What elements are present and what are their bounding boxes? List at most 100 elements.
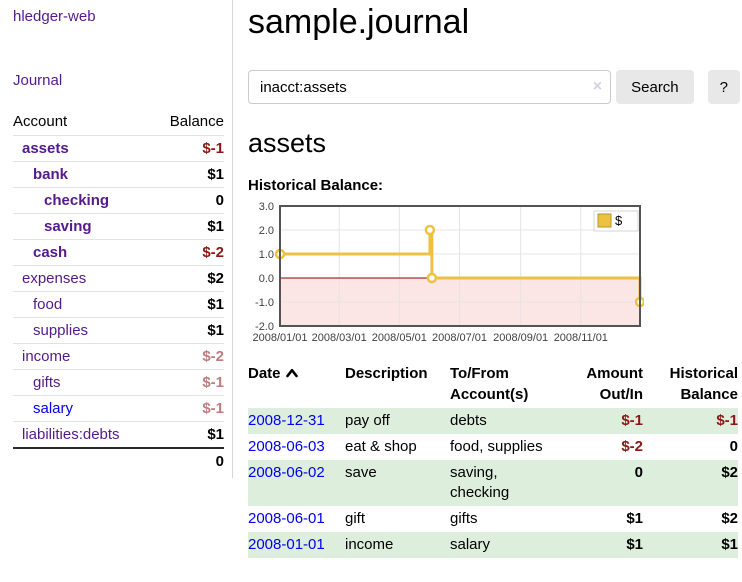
account-link-expenses[interactable]: expenses [22, 270, 87, 287]
transaction-description: gift [345, 510, 366, 527]
register-header-balance: Historical Balance [669, 365, 738, 403]
account-row: bank $1 [13, 161, 224, 188]
account-balance: $-1 [152, 369, 224, 396]
transaction-accounts: debts [450, 412, 487, 429]
register-table-body: 2008-12-31 pay off debts $-1 $-1 2008-06-03 ea… [248, 408, 738, 558]
account-row: assets $-1 [13, 135, 224, 162]
account-link-gifts[interactable]: gifts [33, 374, 61, 391]
account-balance: $1 [152, 161, 224, 188]
app-title-link[interactable]: hledger-web [13, 8, 96, 25]
account-link-food[interactable]: food [33, 296, 63, 313]
transaction-date-link[interactable]: 2008-06-01 [248, 510, 325, 527]
transaction-date-cell: 2008-06-03 [248, 434, 345, 460]
account-balance: $-1 [152, 395, 224, 422]
account-balance: $-2 [152, 239, 224, 266]
account-link-income[interactable]: income [22, 348, 71, 365]
search-bar: × Search ? [248, 70, 740, 104]
register-table: Date Description To/From Account(s) Amou… [248, 363, 738, 558]
account-row: cash $-2 [13, 239, 224, 266]
x-axis-tick-label: 2008/09/01 [493, 332, 548, 344]
account-link-cash[interactable]: cash [33, 244, 68, 261]
y-axis-tick-label: -2.0 [255, 321, 274, 333]
transaction-balance: $-1 [716, 412, 738, 429]
account-row: salary $-1 [13, 395, 224, 422]
transaction-date-link[interactable]: 2008-01-01 [248, 536, 325, 553]
clear-search-icon[interactable]: × [592, 78, 603, 95]
account-row: saving $1 [13, 213, 224, 240]
register-header-date[interactable]: Date [248, 363, 345, 408]
x-axis-tick-label: 2008/07/01 [432, 332, 487, 344]
account-row: income $-2 [13, 343, 224, 370]
accounts-table-body: assets $-1 bank $1 checking 0 saving $1 cash $-2 e… [13, 135, 224, 448]
account-heading: assets [248, 128, 327, 158]
transaction-date-link[interactable]: 2008-06-03 [248, 438, 325, 455]
sort-ascending-icon [285, 368, 298, 378]
account-link-supplies[interactable]: supplies [33, 322, 89, 339]
search-button[interactable]: Search [616, 70, 694, 104]
search-input[interactable] [248, 70, 612, 104]
x-axis-tick-label: 2008/11/01 [554, 332, 608, 344]
transaction-accounts: salary [450, 536, 491, 553]
y-axis-tick-label: 1.0 [259, 249, 274, 261]
transaction-date-link[interactable]: 2008-12-31 [248, 412, 325, 429]
transaction-date-cell: 2008-01-01 [248, 532, 345, 558]
help-button[interactable]: ? [707, 70, 740, 104]
transaction-date-cell: 2008-12-31 [248, 408, 345, 434]
register-row: 2008-06-03 eat & shop food, supplies $-2 0 [248, 434, 738, 460]
account-balance: $1 [152, 421, 224, 448]
transaction-description: pay off [345, 412, 390, 429]
account-link-saving[interactable]: saving [44, 218, 92, 235]
chart-title: Historical Balance: [248, 177, 384, 194]
legend-series-swatch [597, 213, 612, 228]
account-link-liabilities-debts[interactable]: liabilities:debts [22, 426, 120, 443]
transaction-balance: $2 [721, 464, 738, 481]
register-header-amount: Amount Out/In [586, 365, 643, 403]
transaction-amount: $-1 [621, 412, 643, 429]
accounts-total-row: 0 [13, 447, 224, 474]
transaction-accounts: gifts [450, 510, 478, 527]
transaction-balance: $1 [721, 536, 738, 553]
account-row: gifts $-1 [13, 369, 224, 396]
transaction-description: save [345, 464, 377, 481]
accounts-total-spacer [13, 447, 153, 474]
account-link-bank[interactable]: bank [33, 166, 69, 183]
data-point-marker [424, 224, 436, 236]
legend-series-label: $ [615, 213, 623, 228]
register-header-accounts: To/From Account(s) [450, 365, 529, 403]
account-link-salary[interactable]: salary [33, 400, 74, 417]
account-row: liabilities:debts $1 [13, 421, 224, 448]
y-axis-tick-label: 2.0 [259, 225, 274, 237]
accounts-header-row: Account Balance [13, 110, 224, 136]
account-row: expenses $2 [13, 265, 224, 292]
x-axis-tick-label: 2008/01/01 [252, 332, 307, 344]
transaction-amount: $1 [626, 510, 643, 527]
transaction-amount: 0 [634, 464, 643, 481]
register-row: 2008-06-02 save saving, checking 0 $2 [248, 460, 738, 506]
accounts-header-balance: Balance [169, 113, 224, 130]
register-row: 2008-12-31 pay off debts $-1 $-1 [248, 408, 738, 434]
account-row: food $1 [13, 291, 224, 318]
account-balance: $-2 [152, 343, 224, 370]
account-link-assets[interactable]: assets [22, 140, 69, 157]
transaction-date-cell: 2008-06-01 [248, 506, 345, 532]
y-axis-tick-label: 3.0 [259, 202, 274, 213]
account-balance: $1 [152, 213, 224, 240]
transaction-amount: $-2 [621, 438, 643, 455]
transaction-date-link[interactable]: 2008-06-02 [248, 464, 325, 481]
account-link-checking[interactable]: checking [44, 192, 110, 209]
sidebar: hledger-web Journal Account Balance asse… [0, 0, 233, 478]
accounts-total-value: 0 [152, 447, 224, 474]
account-balance: $2 [152, 265, 224, 292]
register-header-description: Description [345, 365, 428, 382]
account-balance: $-1 [152, 135, 224, 162]
account-row: supplies $1 [13, 317, 224, 344]
transaction-accounts: food, supplies [450, 438, 543, 455]
page-title: sample.journal [248, 3, 470, 41]
transaction-amount: $1 [626, 536, 643, 553]
nav-journal-link[interactable]: Journal [13, 72, 63, 89]
account-balance: 0 [152, 187, 224, 214]
register-header-row: Date Description To/From Account(s) Amou… [248, 363, 738, 408]
account-balance: $1 [152, 317, 224, 344]
y-axis-tick-label: 0.0 [259, 273, 274, 285]
